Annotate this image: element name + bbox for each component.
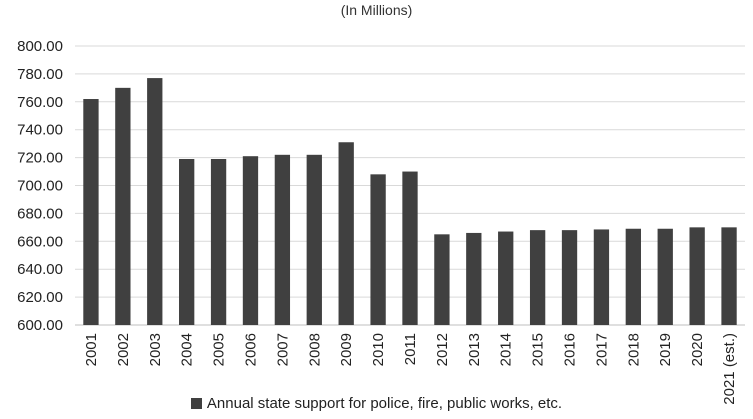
bar-2003 [147, 78, 163, 326]
y-tick-label: 640.00 [17, 261, 63, 278]
y-tick-label: 620.00 [17, 289, 63, 306]
y-tick-label: 700.00 [17, 178, 63, 195]
x-tick-label: 2021 (est.) [721, 333, 738, 405]
y-tick-label: 680.00 [17, 205, 63, 222]
bar-2021est [721, 227, 737, 325]
legend-swatch [190, 398, 202, 409]
x-tick-label: 2005 [211, 333, 228, 366]
x-tick-label: 2019 [657, 333, 674, 366]
bar-2005 [210, 158, 227, 325]
bar-2002 [115, 87, 131, 325]
x-tick-label: 2018 [625, 333, 642, 366]
x-tick-label: 2015 [530, 333, 547, 366]
bar-2010 [370, 174, 386, 325]
chart-subtitle: (In Millions) [340, 2, 413, 18]
bar-2008 [306, 154, 322, 325]
x-tick-label: 2001 [83, 333, 100, 366]
y-tick-label: 600.00 [17, 317, 63, 334]
x-tick-label: 2010 [370, 333, 387, 366]
x-tick-label: 2013 [466, 333, 483, 366]
y-tick-label: 760.00 [17, 94, 63, 111]
y-tick-label: 720.00 [17, 150, 63, 167]
bar-2012 [434, 234, 450, 325]
x-tick-label: 2011 [402, 333, 419, 365]
y-tick-label: 740.00 [17, 122, 63, 139]
bar-2016 [561, 230, 578, 325]
x-tick-label: 2012 [434, 333, 451, 366]
x-tick-label: 2020 [689, 333, 706, 366]
bar-2020 [689, 227, 705, 325]
bar-2013 [466, 232, 482, 325]
x-tick-label: 2003 [147, 333, 164, 366]
x-tick-label: 2016 [562, 333, 579, 366]
y-tick-label: 800.00 [17, 38, 63, 55]
bar-2009 [338, 142, 354, 325]
bar-2014 [498, 231, 514, 325]
bar-2015 [529, 230, 546, 325]
x-tick-label: 2007 [274, 333, 291, 366]
x-tick-label: 2014 [498, 333, 515, 366]
legend-label: Annual state support for police, fire, p… [206, 395, 563, 412]
bar-2007 [274, 154, 291, 325]
bar-2019 [657, 228, 673, 325]
bar-2004 [179, 158, 195, 325]
y-tick-label: 780.00 [17, 66, 63, 83]
legend: Annual state support for police, fire, p… [0, 395, 753, 412]
bar-2011 [402, 171, 418, 325]
x-tick-label: 2006 [242, 333, 259, 366]
bar-2006 [242, 156, 259, 325]
x-tick-label: 2017 [593, 333, 610, 366]
x-tick-label: 2002 [115, 333, 132, 366]
x-tick-label: 2009 [338, 333, 355, 366]
x-tick-label: 2008 [306, 333, 323, 366]
bar-2018 [625, 228, 641, 325]
y-tick-label: 660.00 [17, 233, 63, 250]
x-tick-label: 2004 [179, 333, 196, 366]
bar-2001 [83, 99, 99, 325]
bar-2017 [593, 229, 610, 325]
